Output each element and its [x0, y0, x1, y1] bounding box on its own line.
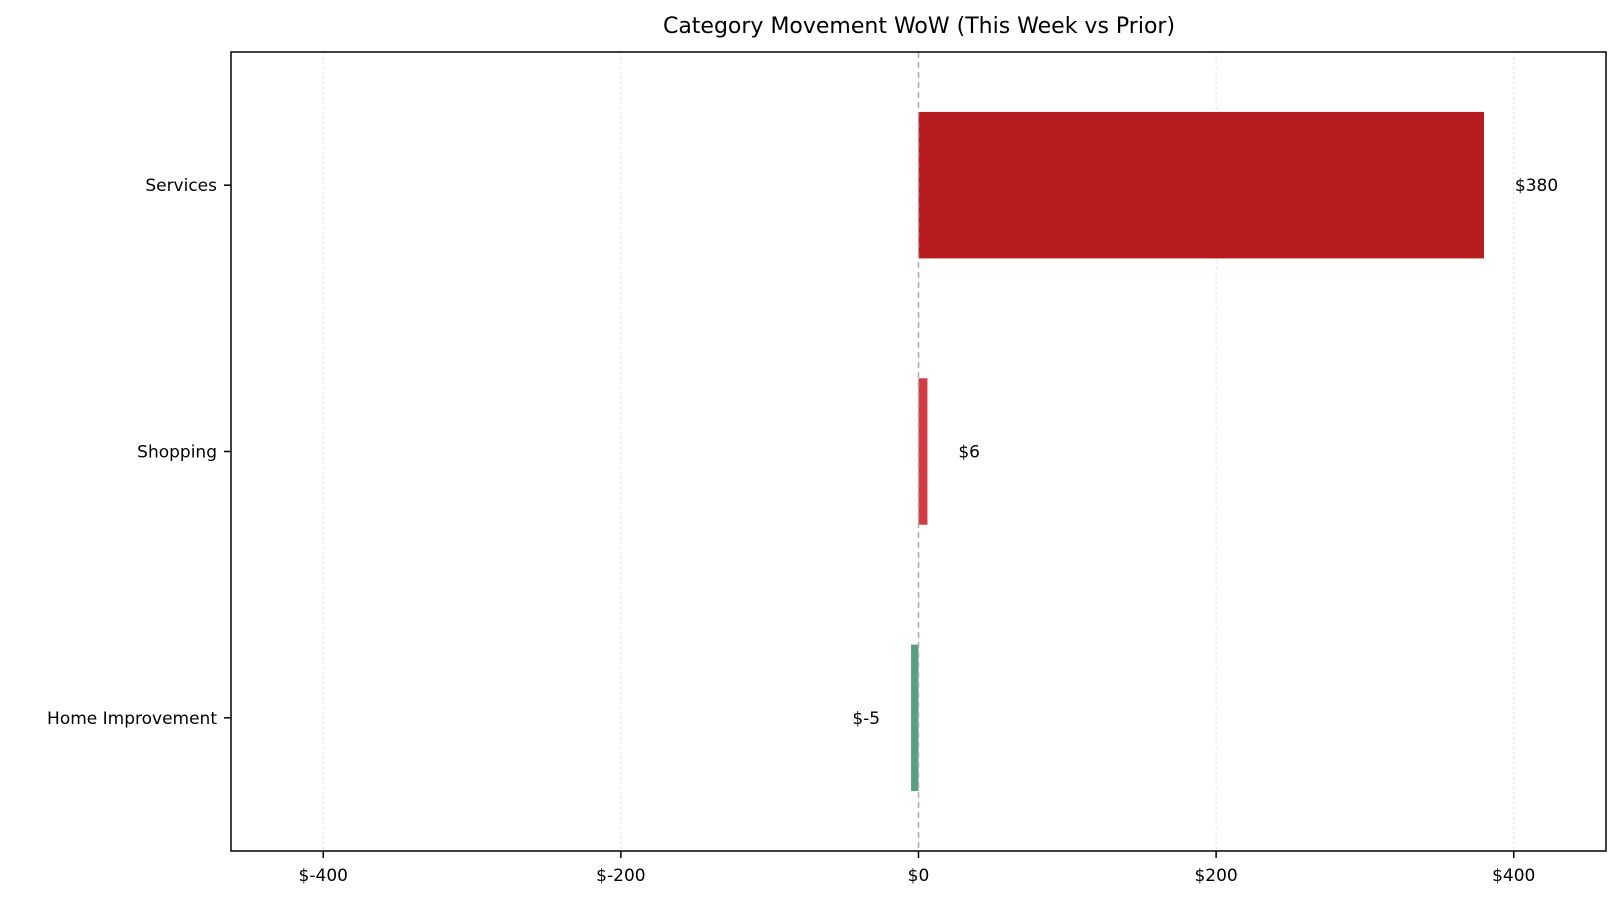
y-tick-label-home-improvement: Home Improvement	[47, 709, 217, 729]
x-axis: $-400 $-200 $0 $200 $400	[299, 851, 1535, 886]
x-tick-label: $-400	[299, 866, 348, 886]
y-tick-label-shopping: Shopping	[137, 443, 217, 463]
bar-shopping	[918, 378, 928, 525]
y-tick-label-services: Services	[145, 176, 217, 196]
bar-home-improvement	[911, 644, 919, 792]
x-tick-label: $400	[1492, 866, 1535, 886]
data-label-home-improvement: $-5	[852, 709, 880, 729]
chart-title: Category Movement WoW (This Week vs Prio…	[663, 14, 1175, 39]
bars	[911, 111, 1484, 792]
data-label-services: $380	[1515, 176, 1558, 196]
y-axis: Services Shopping Home Improvement	[47, 176, 231, 729]
x-tick-label: $-200	[596, 866, 645, 886]
x-tick-label: $0	[908, 866, 930, 886]
data-label-shopping: $6	[958, 443, 980, 463]
x-tick-label: $200	[1194, 866, 1237, 886]
data-labels: $380 $6 $-5	[852, 176, 1558, 729]
bar-services	[918, 111, 1484, 259]
grid-lines	[322, 52, 1515, 851]
